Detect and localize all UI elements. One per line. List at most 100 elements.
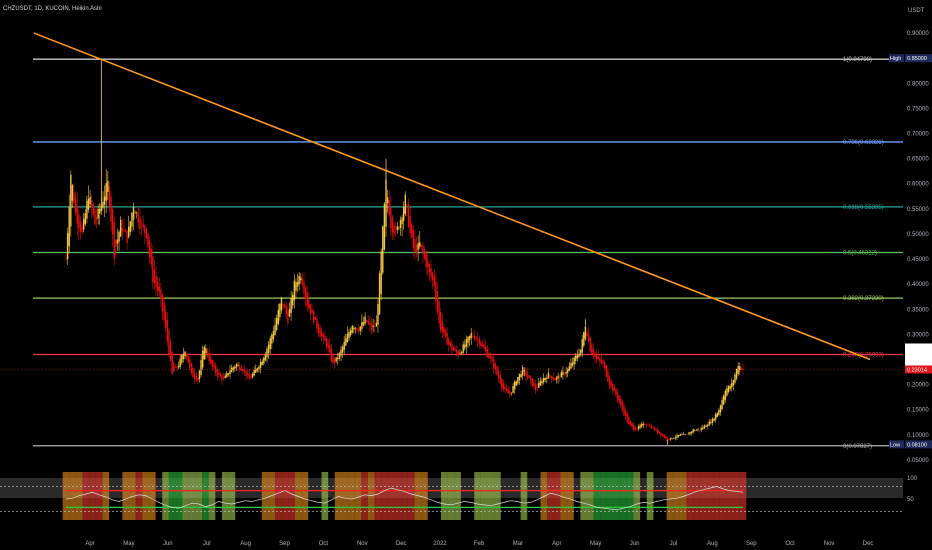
candle-body [74, 198, 77, 214]
oscillator-bar [421, 472, 428, 520]
oscillator-bar [261, 472, 269, 520]
candle-body [173, 362, 175, 372]
candle-body [253, 370, 255, 376]
candle-body [115, 240, 117, 248]
candle-body [242, 369, 244, 372]
oscillator-bar [69, 472, 76, 520]
candle-body [481, 343, 484, 347]
candle-body [433, 276, 435, 286]
candle-body [132, 206, 135, 220]
candle-body [549, 375, 551, 377]
candle-body [544, 377, 546, 381]
price-tick-label: 0.45000 [907, 257, 929, 263]
candle-body [687, 434, 690, 435]
candle-body [404, 194, 407, 214]
candle-body [573, 357, 575, 365]
candle-body [629, 420, 632, 426]
candle-body [349, 330, 352, 336]
candle-body [168, 330, 170, 355]
candle-body [396, 226, 398, 230]
candle-body [390, 207, 392, 228]
trendline-drawing[interactable] [33, 32, 871, 361]
candle-body [711, 418, 714, 423]
candle-body [398, 227, 400, 229]
candle-body [285, 306, 288, 315]
oscillator-pane[interactable]: 100 50 [0, 472, 918, 520]
oscillator-bar [387, 472, 395, 520]
candle-body [76, 205, 78, 224]
candle-body [528, 375, 530, 379]
candle-body [153, 269, 156, 283]
oscillator-bar [288, 472, 295, 520]
candle-body [348, 332, 350, 338]
price-tick-label: 0.90000 [907, 31, 929, 37]
candle-body [423, 249, 426, 259]
candle-body [465, 339, 468, 347]
candle-body [483, 344, 485, 349]
candle-body [92, 204, 95, 215]
candle-body [470, 333, 472, 338]
candle-body [422, 245, 424, 254]
oscillator-bar [82, 472, 90, 520]
candle-body [280, 297, 283, 311]
candle-body [245, 370, 247, 377]
candle-body [496, 366, 498, 375]
oscillator-bar [188, 472, 196, 520]
candle-body [594, 352, 596, 357]
candle-body [163, 303, 165, 321]
candle-body [690, 431, 693, 434]
candle-body [110, 196, 112, 222]
oscillator-bar [739, 472, 747, 520]
candle-body [723, 395, 725, 405]
candle-body [420, 244, 423, 247]
candle-body [364, 316, 366, 324]
candle-body [367, 321, 370, 324]
oscillator-bar [135, 472, 143, 520]
candle-body [102, 201, 104, 208]
candle-body [412, 230, 415, 248]
candle-body [303, 281, 305, 294]
candle-body [81, 226, 83, 233]
candle-body [111, 209, 114, 235]
candle-body [636, 429, 638, 430]
candle-body [148, 240, 151, 258]
candle-body [644, 424, 646, 426]
candle-body [375, 323, 378, 327]
oscillator-bar [268, 472, 276, 520]
candle-body [176, 367, 178, 368]
candle-body [182, 353, 185, 360]
candle-body [586, 332, 588, 336]
candle-body [137, 212, 140, 224]
candle-body [708, 421, 710, 426]
candle-body [668, 438, 670, 441]
time-axis[interactable]: Apr May Jun Jul Aug Sep Oct Nov Dec 2022 Feb Mar Apr… [85, 541, 873, 547]
candle-body [89, 196, 91, 205]
candle-body [322, 334, 324, 337]
candle-body [462, 344, 464, 353]
candle-body [726, 388, 728, 396]
candle-body [216, 369, 218, 377]
candle-body [134, 212, 136, 214]
candle-body [616, 391, 619, 400]
candle-body [222, 377, 225, 379]
candle-body [382, 226, 384, 273]
oscillator-bar [221, 472, 229, 520]
price-tick-label: 0.80000 [907, 81, 929, 87]
candle-body [628, 417, 630, 425]
candle-body [567, 368, 569, 373]
oscillator-line [65, 486, 744, 511]
candle-body [229, 370, 231, 375]
candle-body [684, 434, 686, 435]
candle-body [152, 256, 154, 283]
candle-body [504, 386, 506, 390]
candle-body [595, 354, 598, 360]
oscillator-bar [613, 472, 621, 520]
candle-body [82, 218, 85, 230]
candle-body [266, 348, 268, 358]
candle-body [713, 418, 715, 421]
fibonacci-retracement[interactable]: 1(0.84798) 0.786(0.68326) 0.618(0.55395) 0.… [33, 57, 903, 450]
candle-body [714, 414, 717, 420]
oscillator-bar [626, 472, 634, 520]
candle-body [119, 219, 122, 237]
